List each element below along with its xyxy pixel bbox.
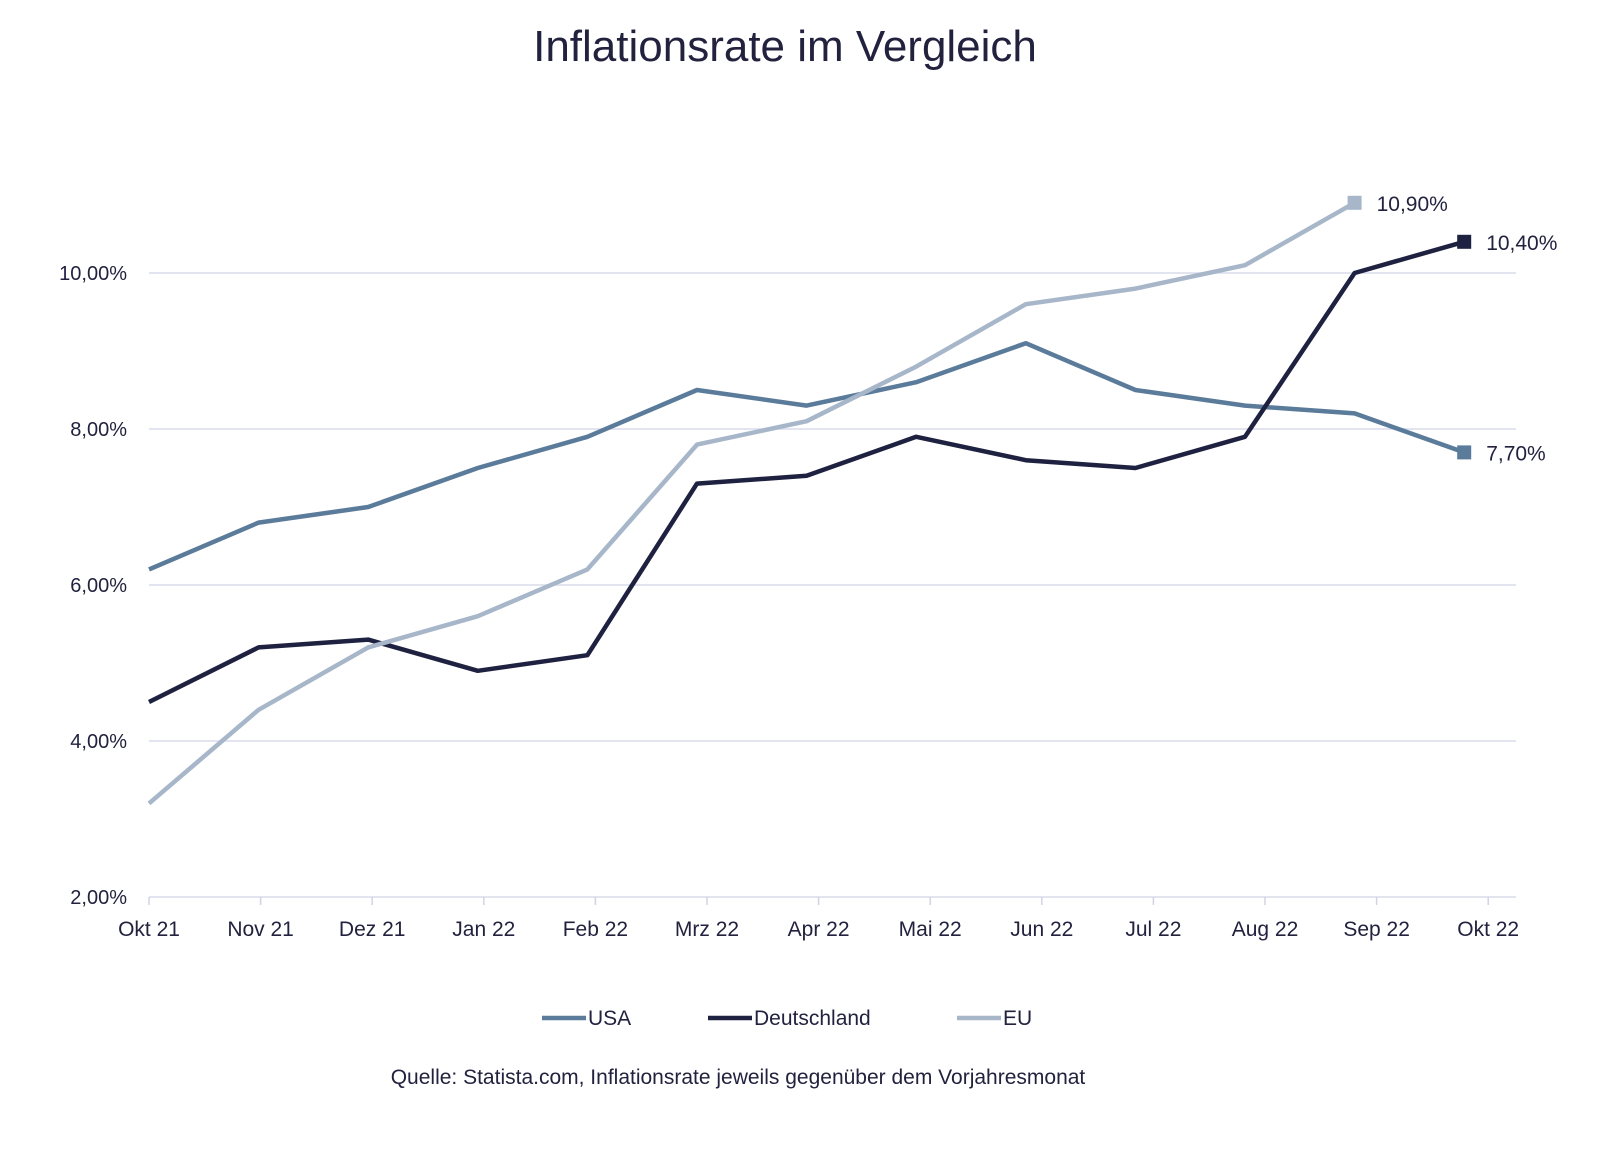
x-tick-label: Sep 22	[1343, 918, 1410, 941]
x-tick-label: Feb 22	[563, 918, 628, 941]
x-tick-label: Apr 22	[788, 918, 850, 941]
y-tick-label: 6,00%	[70, 575, 127, 597]
end-label-deutschland: 10,40%	[1486, 232, 1557, 255]
x-tick-label: Okt 21	[118, 918, 180, 941]
end-label-usa: 7,70%	[1486, 442, 1546, 465]
y-tick-label: 10,00%	[59, 263, 127, 285]
end-marker-usa	[1457, 445, 1472, 460]
legend-label-eu: EU	[1003, 1007, 1032, 1030]
end-marker-deutschland	[1457, 234, 1472, 249]
y-tick-label: 2,00%	[70, 887, 127, 909]
x-tick-label: Jan 22	[452, 918, 515, 941]
source-note: Quelle: Statista.com, Inflationsrate jew…	[390, 1066, 1086, 1089]
x-tick-label: Okt 22	[1457, 918, 1519, 941]
chart-title: Inflationsrate im Vergleich	[533, 22, 1037, 71]
x-tick-label: Mrz 22	[675, 918, 739, 941]
x-tick-label: Nov 21	[227, 918, 294, 941]
series-line-usa	[148, 340, 1465, 572]
legend-label-usa: USA	[588, 1007, 631, 1030]
series-line-eu	[147, 200, 1356, 806]
series-line-deutschland	[147, 239, 1465, 705]
end-label-eu: 10,90%	[1377, 193, 1448, 216]
x-tick-label: Jul 22	[1125, 918, 1181, 941]
x-tick-label: Aug 22	[1232, 918, 1299, 941]
y-tick-label: 4,00%	[70, 731, 127, 753]
end-marker-eu	[1347, 195, 1362, 210]
y-tick-label: 8,00%	[70, 419, 127, 441]
legend-label-deutschland: Deutschland	[754, 1007, 871, 1030]
x-tick-label: Dez 21	[339, 918, 406, 941]
x-tick-label: Mai 22	[899, 918, 962, 941]
x-tick-label: Jun 22	[1010, 918, 1073, 941]
